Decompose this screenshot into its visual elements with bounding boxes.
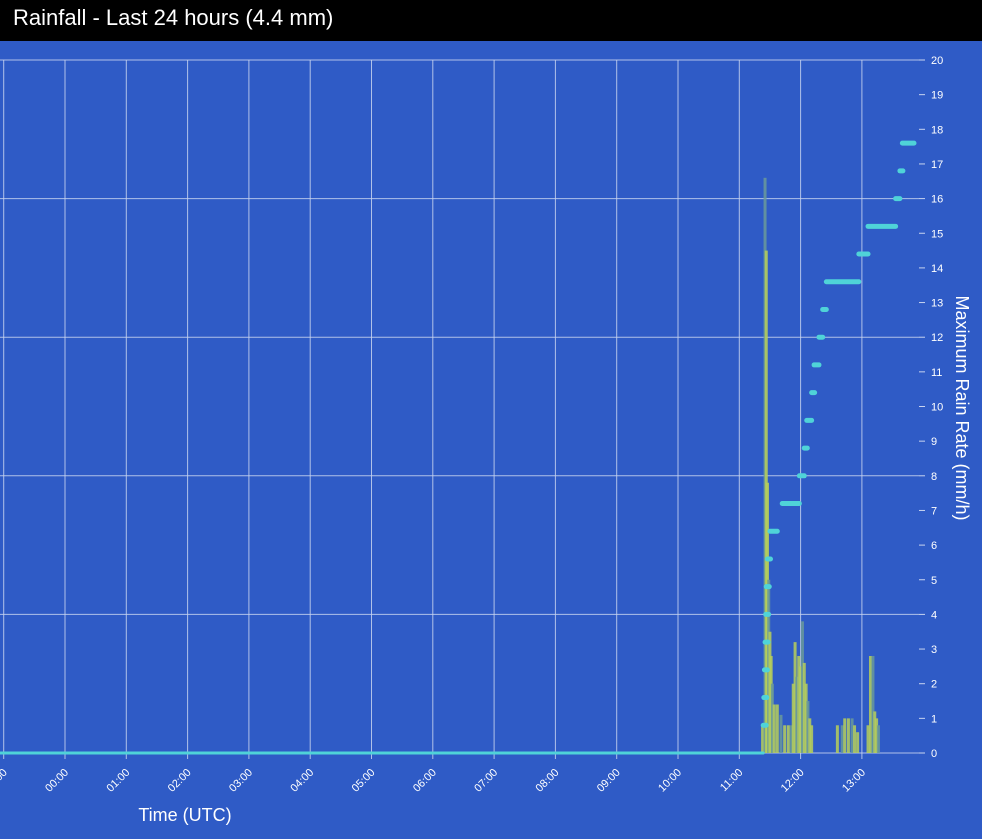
rain-bar [800,621,804,753]
y-tick-label: 10 [931,402,943,414]
y-tick-label: 20 [931,55,943,67]
y-tick-label: 13 [931,298,943,310]
rain-bar [876,725,880,753]
rain-bars [761,177,880,753]
y-tick-label: 14 [931,263,943,275]
rain-bar [846,718,850,753]
y-tick-label: 0 [931,748,937,760]
rain-bar [853,725,857,753]
chart-title: Rainfall - Last 24 hours (4.4 mm) [0,0,982,41]
rain-bar [843,718,847,753]
rain-bar [835,725,839,753]
x-tick-label: 10:00 [656,767,684,795]
x-tick-label: 01:00 [104,767,132,795]
x-tick-label: 00:00 [43,767,71,795]
chart-area: 0 1 2 3 4 5 6 7 8 9 10 11 12 13 14 15 16 17 18 19 20 00:00 00… [0,41,982,839]
rain-bar [873,711,877,753]
rain-bar [779,714,783,753]
y-tick-label: 7 [931,505,937,517]
x-axis-ticks: 00:00 00:00 01:00 02:00 03:00 04:00 05:00 06:00… [0,767,868,795]
rate-series [0,140,917,755]
rain-bar [786,725,790,753]
rain-bar [866,725,870,753]
rain-bar [810,725,814,753]
y-axis-title: Maximum Rain Rate (mm/h) [952,295,972,520]
rain-bar [850,718,854,753]
x-tick-label: 03:00 [227,767,255,795]
rain-bar [775,704,779,753]
rain-bar [840,725,844,753]
y-tick-label: 17 [931,159,943,171]
rain-bar [804,683,808,753]
rain-bar [797,655,801,753]
y-tick-label: 3 [931,644,937,656]
y-tick-label: 19 [931,90,943,102]
y-tick-label: 1 [931,713,937,725]
y-tick-label: 15 [931,228,943,240]
y-tick-label: 12 [931,332,943,344]
rain-bar [761,725,765,753]
x-tick-label: 00:00 [0,767,10,795]
y-tick-label: 4 [931,609,937,621]
y-tick-label: 18 [931,124,943,136]
x-tick-label: 02:00 [166,767,194,795]
y-tick-label: 16 [931,194,943,206]
x-tick-label: 04:00 [288,767,316,795]
rain-bar [808,718,812,753]
rain-bar [868,655,872,753]
x-tick-label: 08:00 [534,767,562,795]
rain-bar [795,676,799,753]
y-tick-label: 5 [931,575,937,587]
y-tick-label: 8 [931,471,937,483]
rain-bar [772,704,776,753]
x-tick-label: 12:00 [779,767,807,795]
y-tick-label: 6 [931,540,937,552]
x-tick-label: 05:00 [350,767,378,795]
x-tick-label: 07:00 [472,767,500,795]
rain-bar [856,732,860,753]
rain-bar [770,683,774,753]
y-tick-label: 9 [931,436,937,448]
x-tick-label: 11:00 [718,767,745,794]
y-tick-label: 2 [931,679,937,691]
x-axis-title: Time (UTC) [138,805,231,825]
rain-bar [875,718,879,753]
x-tick-label: 13:00 [840,767,868,795]
x-tick-label: 06:00 [411,767,439,795]
rain-bar [789,725,793,753]
rain-bar [799,666,803,753]
rain-bar [791,683,795,753]
rain-bar [871,655,875,753]
rain-bar [806,701,810,753]
grid-lines [0,59,919,759]
rain-bar [783,725,787,753]
x-tick-label: 09:00 [595,767,623,795]
rain-bar [802,662,806,753]
y-tick-label: 11 [931,367,942,379]
rain-bar [793,642,797,753]
